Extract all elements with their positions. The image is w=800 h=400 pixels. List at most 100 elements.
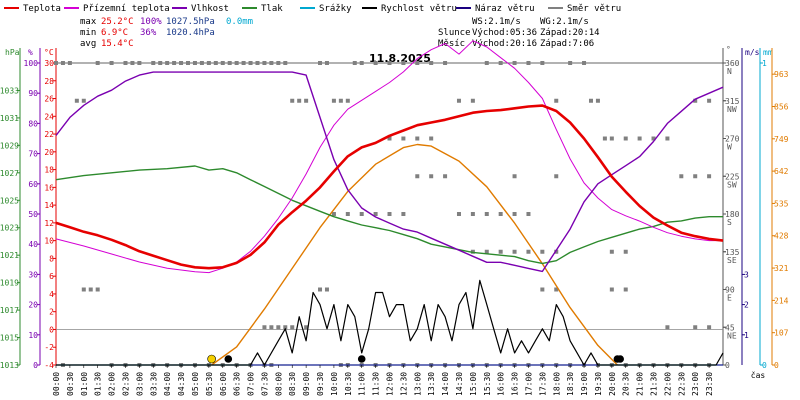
event-marker-sunrise bbox=[207, 354, 216, 364]
axis-unit-hpa: hPa bbox=[5, 48, 20, 57]
axis-tick-label: 1025 bbox=[0, 196, 19, 205]
wind-dir-mark bbox=[609, 249, 614, 254]
series-line-vlhkost bbox=[55, 71, 724, 273]
x-tick-label: 21:00 bbox=[636, 372, 645, 396]
axis-tick-label: SW bbox=[727, 180, 737, 189]
axis-tick-label: 180 bbox=[725, 210, 740, 219]
wind-dir-mark bbox=[109, 61, 114, 65]
axis-tick-label: 315 bbox=[725, 97, 740, 106]
legend-label: Náraz větru bbox=[475, 4, 535, 14]
wind-dir-mark bbox=[401, 212, 406, 216]
axis-tick-label: 14 bbox=[44, 201, 54, 210]
wind-dir-mark bbox=[269, 325, 274, 330]
wind-dir-mark bbox=[554, 287, 559, 292]
axis-tick-label: SE bbox=[727, 256, 737, 265]
wind-dir-mark bbox=[540, 249, 545, 254]
legend-label: Srážky bbox=[319, 4, 352, 14]
x-tick-label: 01:00 bbox=[80, 372, 89, 396]
wind-speed-info: WS:2.1m/s bbox=[472, 17, 521, 27]
wind-dir-mark bbox=[158, 61, 163, 65]
stat-avg-label: avg bbox=[80, 39, 96, 49]
stat-max-press: 1027.5hPa bbox=[166, 17, 215, 27]
wind-dir-mark bbox=[602, 136, 607, 141]
wind-dir-mark bbox=[651, 136, 656, 141]
axis-tick-label: 12 bbox=[44, 219, 54, 228]
stat-min-temp: 6.9°C bbox=[101, 28, 128, 38]
wind-dir-mark bbox=[345, 98, 350, 103]
axis-tick-label: 963 bbox=[774, 70, 789, 79]
x-tick-label: 12:00 bbox=[386, 372, 395, 396]
x-tick-label: 07:30 bbox=[260, 372, 269, 396]
axis-tick-label: 45 bbox=[725, 323, 735, 332]
wind-dir-mark bbox=[623, 136, 628, 141]
stat-max-rain: 0.0mm bbox=[226, 17, 253, 27]
x-tick-label: 16:30 bbox=[511, 372, 520, 396]
legend-label: Vlhkost bbox=[191, 4, 229, 14]
x-tick-label: 02:30 bbox=[121, 372, 130, 396]
wind-dir-mark bbox=[554, 98, 559, 103]
axis-tick-label: 0 bbox=[762, 361, 767, 370]
stat-min-press: 1020.4hPa bbox=[166, 28, 215, 38]
legend-label: Směr větru bbox=[567, 4, 621, 14]
x-tick-label: 03:00 bbox=[135, 372, 144, 396]
wind-dir-mark bbox=[60, 61, 65, 65]
wind-dir-mark bbox=[387, 61, 392, 65]
x-tick-label: 10:00 bbox=[330, 372, 339, 396]
wind-dir-mark bbox=[707, 174, 712, 179]
axis-tick-label: 1017 bbox=[0, 306, 19, 315]
x-tick-label: 14:30 bbox=[455, 372, 464, 396]
wind-dir-mark bbox=[318, 61, 323, 65]
info-panel: WS:2.1m/s WG:2.1m/s Slunce Východ:05:36 … bbox=[438, 17, 600, 49]
series-line-solar bbox=[211, 143, 618, 366]
x-tick-label: 15:30 bbox=[483, 372, 492, 396]
wind-dir-mark bbox=[484, 249, 489, 254]
x-tick-label: 00:00 bbox=[52, 372, 61, 396]
wind-dir-mark bbox=[679, 174, 684, 179]
wind-dir-mark bbox=[498, 249, 503, 254]
wind-dir-mark bbox=[554, 249, 559, 254]
wind-dir-mark bbox=[290, 325, 295, 330]
axis-tick-label: 856 bbox=[774, 102, 789, 111]
wind-dir-mark bbox=[234, 61, 239, 65]
axis-tick-label: 100 bbox=[24, 59, 39, 68]
x-tick-label: 15:00 bbox=[469, 372, 478, 396]
wind-dir-mark bbox=[359, 212, 364, 216]
wind-dir-mark bbox=[199, 61, 204, 65]
axis-tick-label: 107 bbox=[774, 329, 789, 338]
x-tick-label: 12:30 bbox=[399, 372, 408, 396]
axis-tick-label: 24 bbox=[44, 112, 54, 121]
axis-tick-label: 10 bbox=[28, 331, 38, 340]
axis-tick-label: N bbox=[727, 67, 732, 76]
x-tick-label: 04:30 bbox=[177, 372, 186, 396]
x-tick-label: 14:00 bbox=[441, 372, 450, 396]
stat-max-label: max bbox=[80, 17, 97, 27]
moon-set: Západ:7:06 bbox=[540, 39, 594, 49]
wind-dir-mark bbox=[172, 61, 177, 65]
axis-tick-label: 1033 bbox=[0, 86, 19, 95]
axis-tick-label: -4 bbox=[44, 361, 54, 370]
event-marker-marker bbox=[357, 355, 366, 363]
wind-dir-mark bbox=[67, 61, 72, 65]
axis-tick-label: S bbox=[727, 218, 732, 227]
x-tick-label: 23:30 bbox=[705, 372, 714, 396]
wind-dir-mark bbox=[484, 212, 489, 216]
wind-dir-mark bbox=[401, 136, 406, 141]
axis-tick-label: 30 bbox=[44, 59, 54, 68]
wind-dir-mark bbox=[609, 136, 614, 141]
wind-dir-mark bbox=[401, 61, 406, 65]
wind-dir-mark bbox=[373, 61, 378, 65]
x-tick-label: 05:30 bbox=[205, 372, 214, 396]
wind-dir-mark bbox=[213, 61, 218, 65]
wind-dir-mark bbox=[387, 136, 392, 141]
stat-avg-temp: 15.4°C bbox=[101, 39, 134, 49]
wind-dir-mark bbox=[331, 212, 336, 216]
wind-dir-mark bbox=[130, 61, 135, 65]
axis-tick-label: 1 bbox=[762, 59, 767, 68]
wind-dir-mark bbox=[693, 98, 698, 103]
axis-tick-label: 20 bbox=[28, 301, 38, 310]
legend-label: Přízemní teplota bbox=[83, 4, 170, 14]
wind-dir-mark bbox=[582, 61, 587, 65]
x-tick-label: 07:00 bbox=[247, 372, 256, 396]
wind-dir-mark bbox=[373, 212, 378, 216]
wind-dir-mark bbox=[74, 98, 79, 103]
